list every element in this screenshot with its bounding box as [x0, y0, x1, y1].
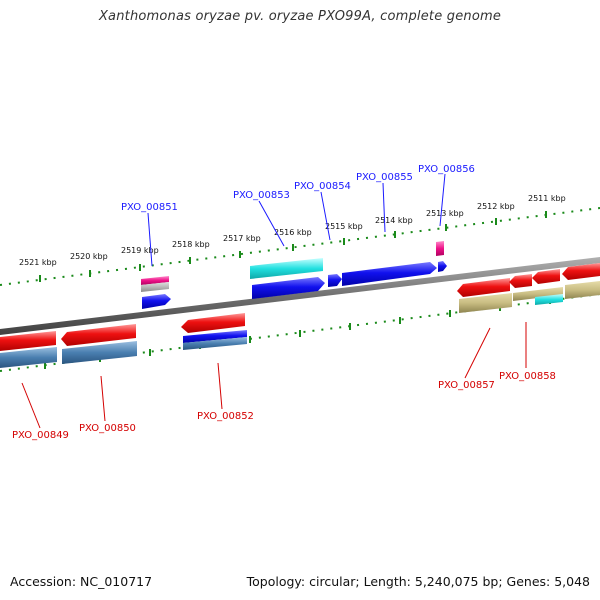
ruler-labels: 2521 kbp 2520 kbp 2519 kbp 2518 kbp 2517… — [19, 194, 566, 267]
feature-pxo-00851[interactable] — [141, 276, 171, 309]
ruler-label: 2516 kbp — [274, 228, 312, 237]
gene-label: PXO_00856 — [418, 164, 475, 175]
gene-label: PXO_00854 — [294, 181, 351, 192]
feature-pxo-00850[interactable] — [61, 324, 137, 364]
ruler-label: 2511 kbp — [528, 194, 566, 203]
gene-label: PXO_00858 — [499, 371, 556, 382]
map-title: Xanthomonas oryzae pv. oryzae PXO99A, co… — [98, 9, 502, 24]
feature-pxo-00856[interactable] — [436, 241, 447, 272]
feature-pxo-00855[interactable] — [342, 262, 437, 286]
chromosome-backbone — [0, 257, 600, 335]
ruler-label: 2512 kbp — [477, 202, 515, 211]
feature-pxo-00854[interactable] — [328, 274, 342, 287]
ruler-label: 2513 kbp — [426, 209, 464, 218]
feature-offscreen-right[interactable] — [562, 263, 600, 299]
ruler-label: 2521 kbp — [19, 258, 57, 267]
top-ruler-major-ticks — [39, 211, 547, 282]
gene-label: PXO_00852 — [197, 411, 254, 422]
gene-label: PXO_00850 — [79, 423, 136, 434]
ruler-label: 2514 kbp — [375, 216, 413, 225]
gene-label: PXO_00849 — [12, 430, 69, 441]
ruler-label: 2519 kbp — [121, 246, 159, 255]
feature-pxo-00849[interactable] — [0, 331, 57, 368]
gene-label: PXO_00857 — [438, 380, 495, 391]
ruler-label: 2518 kbp — [172, 240, 210, 249]
gene-label: PXO_00853 — [233, 190, 290, 201]
ruler-label: 2517 kbp — [223, 234, 261, 243]
gene-labels-bottom: PXO_00849 PXO_00850 PXO_00852 PXO_00857 … — [12, 371, 556, 441]
genome-info-text: Topology: circular; Length: 5,240,075 bp… — [246, 574, 590, 589]
ruler-label: 2515 kbp — [325, 222, 363, 231]
feature-pxo-00852[interactable] — [181, 313, 247, 350]
callout-lines-bottom — [21, 322, 527, 429]
feature-pxo-00858[interactable] — [509, 269, 563, 305]
gene-label: PXO_00851 — [121, 202, 178, 213]
gene-label: PXO_00855 — [356, 172, 413, 183]
feature-pxo-00853[interactable] — [250, 258, 325, 299]
ruler-label: 2520 kbp — [70, 252, 108, 261]
gene-labels-top: PXO_00851 PXO_00853 PXO_00854 PXO_00855 … — [121, 164, 475, 213]
accession-text: Accession: NC_010717 — [10, 574, 153, 589]
callout-lines-top — [147, 173, 446, 267]
top-ruler-track — [0, 207, 600, 286]
feature-pxo-00857[interactable] — [457, 278, 512, 313]
